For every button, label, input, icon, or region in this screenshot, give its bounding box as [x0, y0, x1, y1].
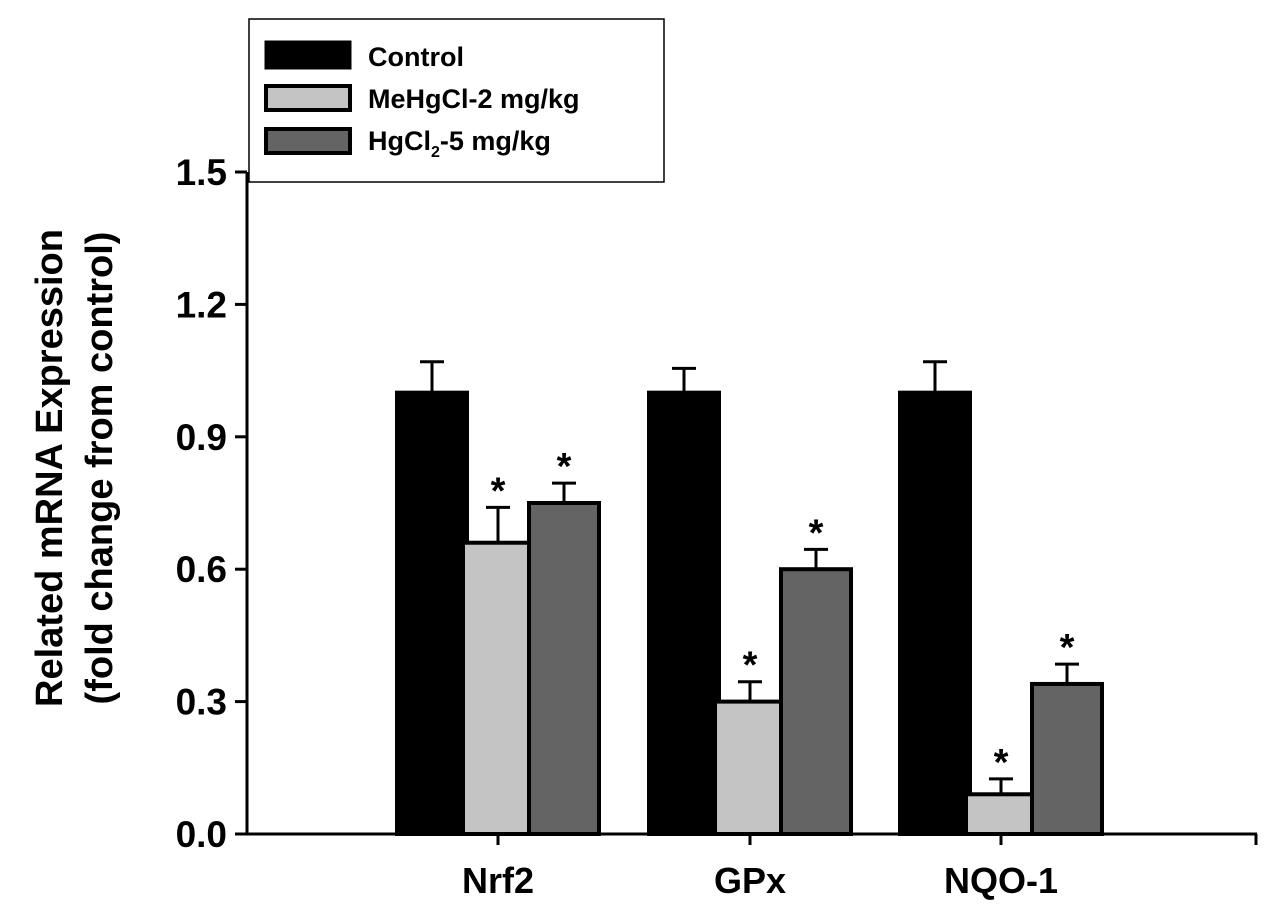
y-tick-label: 1.5 — [176, 152, 227, 193]
y-tick-label: 0.6 — [176, 549, 227, 590]
legend-label-hgcl2-subscript: 2 — [431, 144, 440, 161]
significance-marker: * — [557, 446, 572, 488]
legend-label-mehgcl: MeHgCl-2 mg/kg — [368, 84, 580, 114]
bar-mehgcl-nqo-1 — [964, 792, 1038, 837]
legend-swatch-hgcl2 — [264, 127, 352, 155]
x-tick-label-gpx: GPx — [714, 860, 786, 901]
significance-marker: * — [491, 470, 506, 512]
legend-label-hgcl2-suffix: -5 mg/kg — [440, 126, 551, 156]
legend-swatch-control — [264, 40, 352, 70]
legend-swatch-mehgcl — [264, 84, 352, 112]
bars-group: * * * * * * — [395, 360, 1104, 837]
bar-control-nqo-1 — [898, 390, 972, 836]
bar-mehgcl-gpx — [713, 699, 787, 836]
y-tick-label: 1.2 — [176, 284, 227, 325]
y-axis-label-secondary: (fold change from control) — [79, 232, 121, 705]
bar-hgcl2-nrf2 — [527, 501, 601, 836]
significance-marker: * — [743, 645, 758, 687]
significance-marker: * — [809, 512, 824, 554]
bar-control-gpx — [647, 390, 721, 836]
y-tick-label: 0.3 — [176, 682, 227, 723]
y-tick-label: 0.0 — [176, 814, 227, 855]
bar-hgcl2-gpx — [779, 567, 853, 836]
y-axis-title: Related mRNA Expression (fold change fro… — [29, 229, 121, 707]
bar-mehgcl-nrf2 — [461, 540, 535, 836]
legend-label-hgcl2: HgCl2-5 mg/kg — [368, 126, 551, 161]
legend: Control MeHgCl-2 mg/kg HgCl2-5 mg/kg — [248, 18, 665, 183]
bar-hgcl2-nqo-1 — [1030, 681, 1104, 836]
significance-marker: * — [994, 742, 1009, 784]
y-axis-label: Related mRNA Expression — [29, 229, 71, 707]
y-axis-ticks: 0.0 0.3 0.6 0.9 1.2 1.5 — [176, 152, 247, 855]
x-axis-tick-labels: Nrf2 GPx NQO-1 — [462, 834, 1058, 901]
y-tick-label: 0.9 — [176, 417, 227, 458]
x-tick-label-nrf2: Nrf2 — [462, 860, 534, 901]
bar-control-nrf2 — [395, 390, 469, 836]
x-tick-label-nqo-1: NQO-1 — [944, 860, 1058, 901]
legend-label-hgcl2-prefix: HgCl — [368, 126, 431, 156]
legend-label-control: Control — [368, 42, 464, 72]
significance-marker: * — [1060, 627, 1075, 669]
